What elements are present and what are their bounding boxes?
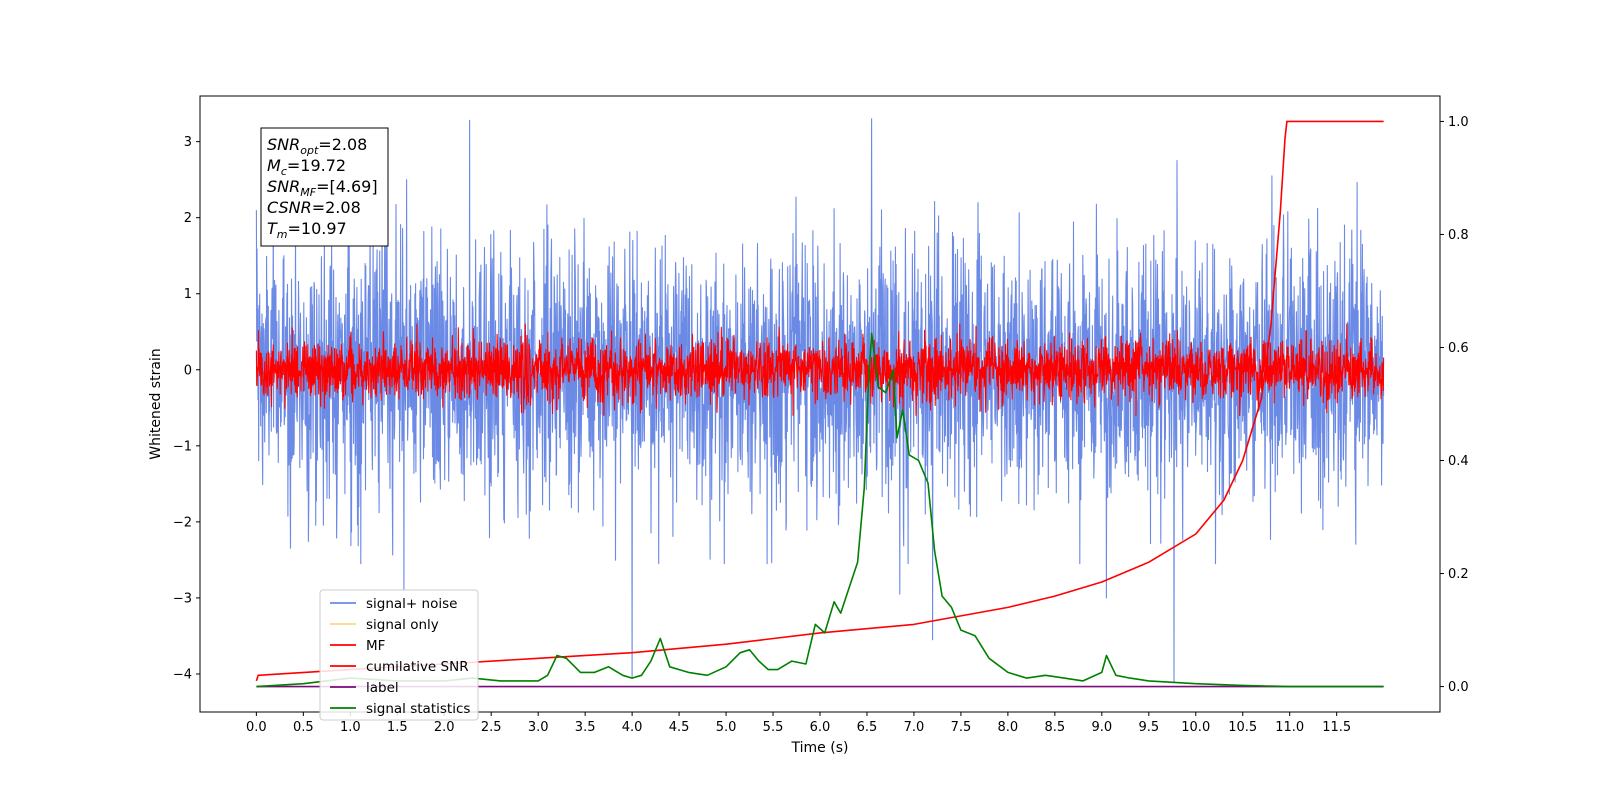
legend-label: signal only xyxy=(366,617,439,633)
y-axis-label: Whitened strain xyxy=(148,348,164,459)
x-tick-label: 6.0 xyxy=(810,720,831,735)
series-line-cumilative-snr xyxy=(255,120,1384,682)
legend-label: MF xyxy=(366,638,385,654)
x-tick-label: 11.5 xyxy=(1322,720,1351,735)
series-line-signal-noise xyxy=(255,118,1385,683)
y-tick-label: 0 xyxy=(184,363,192,378)
x-tick-label: 0.0 xyxy=(246,720,267,735)
x-tick-label: 3.5 xyxy=(575,720,596,735)
y2-tick-label: 0.6 xyxy=(1448,341,1469,356)
x-tick-label: 5.5 xyxy=(763,720,784,735)
annotation-line: Mc=19.72 xyxy=(267,156,346,178)
x-tick-label: 9.5 xyxy=(1138,720,1159,735)
x-axis: 0.0 0.5 1.0 1.5 2.0 2.5 3.0 3.5 4.0 4.5 5.0 5.5 6.0 6… xyxy=(246,712,1351,735)
y2-tick-label: 0.8 xyxy=(1448,228,1469,243)
x-tick-label: 2.0 xyxy=(434,720,455,735)
x-tick-label: 7.5 xyxy=(951,720,972,735)
x-axis-label: Time (s) xyxy=(791,740,849,756)
annotation-line: CSNR=2.08 xyxy=(267,198,361,217)
x-tick-label: 10.5 xyxy=(1228,720,1257,735)
x-tick-label: 7.0 xyxy=(904,720,925,735)
legend: signal+ noise signal only MF cumilative SNR… xyxy=(319,589,479,721)
legend-label: label xyxy=(366,680,399,696)
y-tick-label: −3 xyxy=(173,591,192,606)
y2-tick-label: 0.0 xyxy=(1448,680,1469,695)
x-tick-label: 4.5 xyxy=(669,720,690,735)
y-tick-label: −1 xyxy=(173,439,192,454)
x-tick-label: 3.0 xyxy=(528,720,549,735)
series-line-signal-statistics xyxy=(256,332,1384,688)
x-tick-label: 4.0 xyxy=(622,720,643,735)
y-tick-label: 2 xyxy=(184,211,192,226)
legend-label: cumilative SNR xyxy=(366,659,469,675)
y-axis-left: 3 2 1 0 −1 −2 −3 −4 xyxy=(173,135,200,682)
y-tick-label: 3 xyxy=(184,135,192,150)
annotation-line: SNRopt=2.08 xyxy=(267,135,367,157)
x-tick-label: 0.5 xyxy=(293,720,314,735)
y-axis-right: 1.0 0.8 0.6 0.4 0.2 0.0 xyxy=(1440,115,1469,695)
x-tick-label: 11.0 xyxy=(1275,720,1304,735)
x-tick-label: 10.0 xyxy=(1181,720,1210,735)
x-tick-label: 6.5 xyxy=(857,720,878,735)
x-tick-label: 8.0 xyxy=(998,720,1019,735)
annotation-box: SNRopt=2.08Mc=19.72SNRMF=[4.69]CSNR=2.08… xyxy=(260,127,389,247)
x-tick-label: 2.5 xyxy=(481,720,502,735)
legend-label: signal statistics xyxy=(366,701,470,717)
x-tick-label: 1.5 xyxy=(387,720,408,735)
x-tick-label: 1.0 xyxy=(340,720,361,735)
legend-frame xyxy=(319,589,479,721)
legend-label: signal+ noise xyxy=(366,596,457,612)
y2-tick-label: 1.0 xyxy=(1448,115,1469,130)
y-tick-label: 1 xyxy=(184,287,192,302)
y-tick-label: −4 xyxy=(173,667,192,682)
y2-tick-label: 0.2 xyxy=(1448,567,1469,582)
y-tick-label: −2 xyxy=(173,515,192,530)
x-tick-label: 8.5 xyxy=(1045,720,1066,735)
x-tick-label: 5.0 xyxy=(716,720,737,735)
y2-tick-label: 0.4 xyxy=(1448,454,1469,469)
annotation-line: Tm=10.97 xyxy=(267,219,347,241)
annotation-frame xyxy=(260,127,389,247)
series-line-mf xyxy=(255,323,1385,416)
annotation-line: SNRMF=[4.69] xyxy=(267,177,378,199)
x-tick-label: 9.0 xyxy=(1091,720,1112,735)
